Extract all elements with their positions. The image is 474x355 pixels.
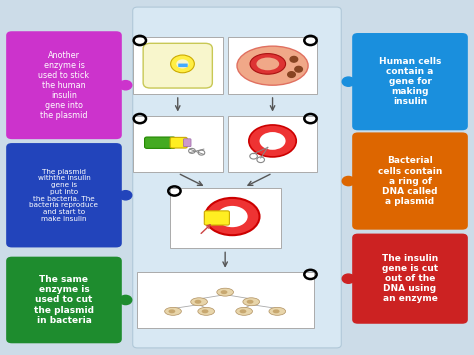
Ellipse shape — [168, 309, 175, 313]
Ellipse shape — [164, 307, 182, 315]
FancyBboxPatch shape — [170, 188, 281, 248]
FancyBboxPatch shape — [352, 234, 468, 324]
Text: The same
enzyme is
used to cut
the plasmid
in bacteria: The same enzyme is used to cut the plasm… — [34, 275, 94, 324]
Text: Bacterial
cells contain
a ring of
DNA called
a plasmid: Bacterial cells contain a ring of DNA ca… — [378, 157, 442, 206]
Text: Human cells
contain a
gene for
making
insulin: Human cells contain a gene for making in… — [379, 57, 441, 106]
FancyBboxPatch shape — [133, 37, 222, 94]
FancyBboxPatch shape — [204, 211, 229, 225]
Ellipse shape — [273, 309, 280, 313]
Ellipse shape — [256, 58, 279, 70]
Circle shape — [295, 66, 302, 72]
Ellipse shape — [250, 54, 285, 74]
FancyBboxPatch shape — [137, 272, 314, 328]
Ellipse shape — [236, 307, 253, 315]
Text: The plasmid
withthe insulin
gene is
put into
the bacteria. The
bacteria reproduc: The plasmid withthe insulin gene is put … — [29, 169, 99, 222]
Circle shape — [119, 295, 132, 305]
Ellipse shape — [205, 198, 259, 235]
FancyBboxPatch shape — [6, 257, 122, 343]
FancyBboxPatch shape — [170, 137, 187, 148]
FancyBboxPatch shape — [228, 116, 318, 172]
FancyBboxPatch shape — [143, 43, 212, 88]
FancyBboxPatch shape — [228, 37, 318, 94]
FancyBboxPatch shape — [178, 64, 188, 67]
FancyBboxPatch shape — [6, 31, 122, 139]
FancyBboxPatch shape — [183, 139, 191, 147]
Ellipse shape — [194, 300, 201, 304]
Ellipse shape — [249, 125, 296, 157]
Ellipse shape — [246, 300, 254, 304]
FancyBboxPatch shape — [145, 137, 175, 148]
Circle shape — [119, 191, 132, 200]
Text: The insulin
gene is cut
out of the
DNA using
an enzyme: The insulin gene is cut out of the DNA u… — [382, 254, 438, 303]
Ellipse shape — [217, 206, 247, 227]
Ellipse shape — [198, 307, 215, 315]
FancyBboxPatch shape — [133, 116, 222, 172]
Ellipse shape — [201, 309, 209, 313]
FancyBboxPatch shape — [133, 7, 341, 348]
Ellipse shape — [239, 309, 246, 313]
Circle shape — [176, 59, 189, 69]
Circle shape — [288, 72, 295, 77]
Ellipse shape — [243, 298, 260, 306]
Circle shape — [342, 176, 355, 186]
Ellipse shape — [191, 298, 208, 306]
Text: Another
enzyme is
used to stick
the human
insulin
gene into
the plasmid: Another enzyme is used to stick the huma… — [38, 50, 90, 120]
Circle shape — [342, 274, 355, 283]
Circle shape — [119, 81, 132, 90]
Ellipse shape — [269, 307, 286, 315]
FancyBboxPatch shape — [352, 132, 468, 230]
Circle shape — [171, 55, 194, 73]
Ellipse shape — [259, 132, 285, 150]
Circle shape — [342, 77, 355, 86]
Circle shape — [290, 56, 298, 62]
Ellipse shape — [237, 46, 308, 85]
Ellipse shape — [217, 288, 234, 296]
FancyBboxPatch shape — [352, 33, 468, 130]
Ellipse shape — [220, 290, 228, 294]
FancyBboxPatch shape — [6, 143, 122, 247]
